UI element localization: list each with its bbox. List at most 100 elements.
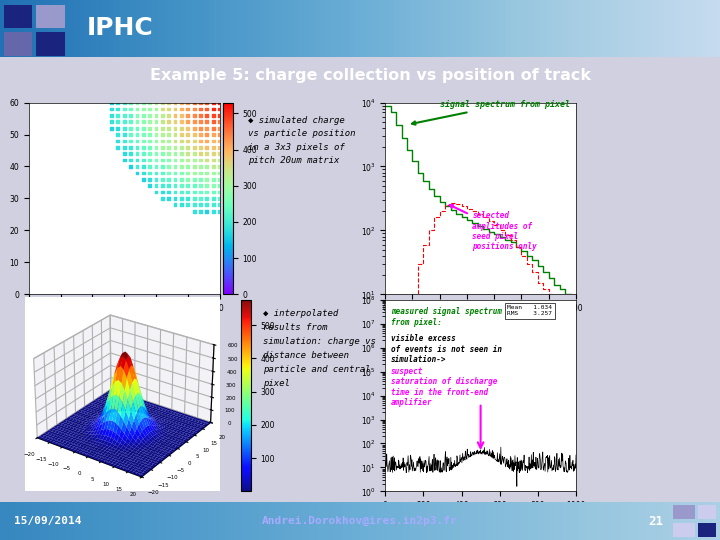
Point bbox=[131, 143, 143, 152]
Point bbox=[157, 92, 168, 100]
Point bbox=[194, 85, 206, 94]
Point bbox=[112, 98, 124, 107]
Point bbox=[157, 156, 168, 164]
Point bbox=[214, 98, 225, 107]
Point bbox=[118, 117, 130, 126]
Point bbox=[131, 85, 143, 94]
Point bbox=[157, 194, 168, 202]
Text: ◆ interpolated: ◆ interpolated bbox=[263, 309, 338, 318]
Point bbox=[207, 92, 219, 100]
Point bbox=[131, 105, 143, 113]
Point bbox=[125, 143, 136, 152]
Point bbox=[169, 124, 181, 132]
Point bbox=[169, 137, 181, 145]
Point bbox=[207, 150, 219, 158]
Point bbox=[194, 143, 206, 152]
Text: IPHC: IPHC bbox=[86, 16, 153, 40]
Point bbox=[189, 143, 200, 152]
Point bbox=[201, 207, 212, 215]
Text: 15/09/2014: 15/09/2014 bbox=[14, 516, 82, 526]
Point bbox=[131, 130, 143, 139]
Point bbox=[189, 111, 200, 120]
Point bbox=[144, 137, 156, 145]
Point bbox=[118, 105, 130, 113]
Point bbox=[157, 117, 168, 126]
Point bbox=[189, 175, 200, 184]
Point bbox=[201, 85, 212, 94]
Point bbox=[176, 181, 187, 190]
Point bbox=[207, 175, 219, 184]
Point bbox=[194, 194, 206, 202]
Point bbox=[194, 175, 206, 184]
Point bbox=[194, 105, 206, 113]
Point bbox=[138, 168, 149, 177]
Point bbox=[150, 85, 162, 94]
Point bbox=[163, 98, 174, 107]
Point bbox=[150, 150, 162, 158]
Text: particle and central: particle and central bbox=[263, 365, 370, 374]
Point bbox=[131, 117, 143, 126]
Point bbox=[138, 137, 149, 145]
Point bbox=[138, 111, 149, 120]
Point bbox=[106, 124, 117, 132]
Bar bbox=[673, 523, 695, 537]
Point bbox=[150, 188, 162, 197]
Point bbox=[118, 143, 130, 152]
Point bbox=[118, 98, 130, 107]
Point bbox=[227, 98, 238, 107]
Point bbox=[182, 194, 194, 202]
Point bbox=[182, 98, 194, 107]
Text: simulation: charge vs: simulation: charge vs bbox=[263, 337, 376, 346]
Point bbox=[227, 150, 238, 158]
Point bbox=[169, 111, 181, 120]
Point bbox=[182, 117, 194, 126]
Text: selected
amplitudes of
seed pixel
positions only: selected amplitudes of seed pixel positi… bbox=[450, 205, 537, 251]
Point bbox=[169, 98, 181, 107]
Point bbox=[169, 168, 181, 177]
Point bbox=[201, 92, 212, 100]
Point bbox=[194, 92, 206, 100]
Point bbox=[144, 111, 156, 120]
Point bbox=[169, 188, 181, 197]
Point bbox=[182, 188, 194, 197]
Point bbox=[194, 111, 206, 120]
Point bbox=[163, 150, 174, 158]
Point bbox=[150, 130, 162, 139]
Text: suspect
saturation of discharge
time in the front-end
amplifier: suspect saturation of discharge time in … bbox=[391, 367, 498, 407]
Point bbox=[220, 175, 232, 184]
Point bbox=[176, 92, 187, 100]
Point bbox=[131, 156, 143, 164]
Point bbox=[227, 168, 238, 177]
Point bbox=[163, 194, 174, 202]
Point bbox=[150, 98, 162, 107]
Point bbox=[112, 111, 124, 120]
Point bbox=[176, 194, 187, 202]
Point bbox=[220, 181, 232, 190]
Point bbox=[118, 92, 130, 100]
Point bbox=[182, 143, 194, 152]
Point bbox=[189, 92, 200, 100]
Point bbox=[201, 200, 212, 209]
Point bbox=[138, 162, 149, 171]
Point bbox=[189, 156, 200, 164]
Point bbox=[189, 168, 200, 177]
Point bbox=[201, 181, 212, 190]
Point bbox=[182, 162, 194, 171]
Point bbox=[176, 162, 187, 171]
Point bbox=[106, 92, 117, 100]
Point bbox=[150, 156, 162, 164]
Point bbox=[157, 124, 168, 132]
Point bbox=[207, 124, 219, 132]
Point bbox=[207, 168, 219, 177]
Point bbox=[150, 162, 162, 171]
Point bbox=[214, 162, 225, 171]
Point bbox=[207, 85, 219, 94]
Point bbox=[201, 156, 212, 164]
Point bbox=[150, 111, 162, 120]
Point bbox=[163, 143, 174, 152]
Point bbox=[176, 200, 187, 209]
Point bbox=[118, 124, 130, 132]
Point bbox=[207, 117, 219, 126]
Point bbox=[112, 124, 124, 132]
Point bbox=[150, 181, 162, 190]
